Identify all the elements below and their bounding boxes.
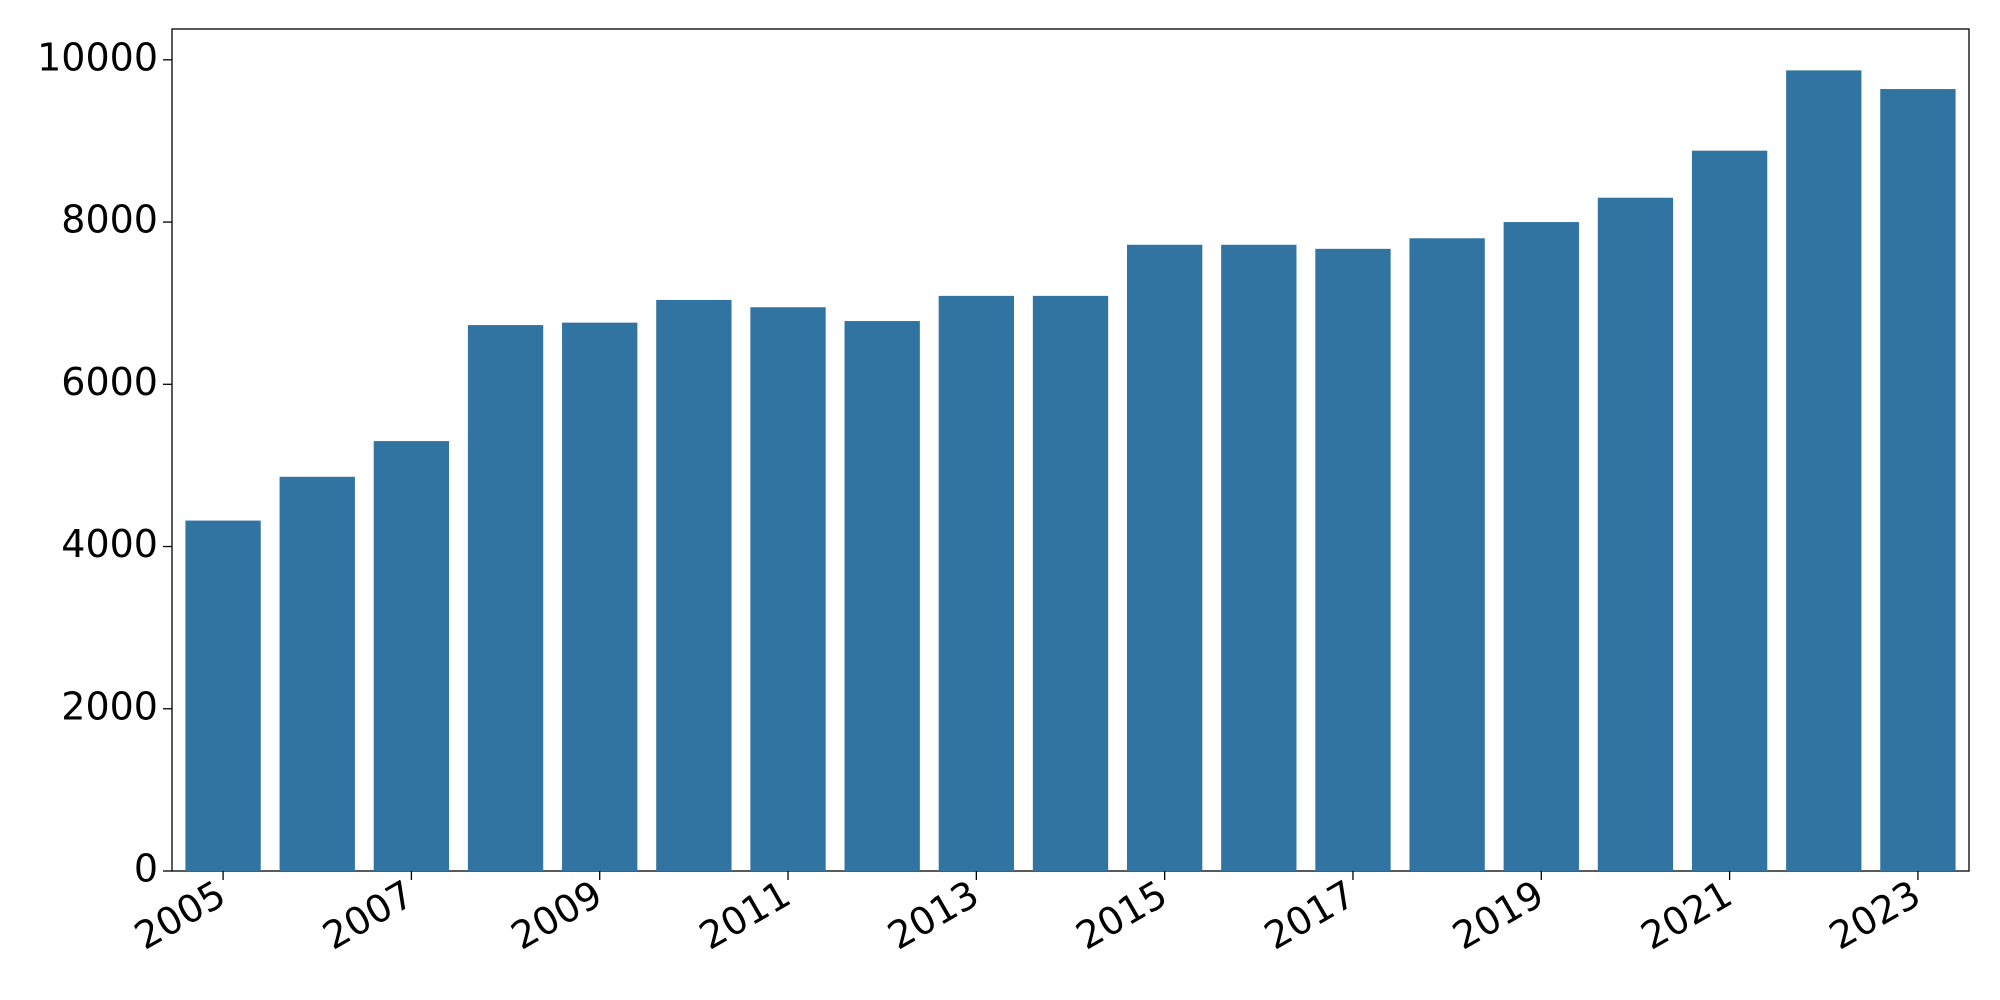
bar	[1691, 150, 1768, 872]
bar	[938, 295, 1015, 871]
bar	[1597, 197, 1674, 871]
bar	[1503, 222, 1579, 872]
bar	[185, 520, 261, 871]
x-tick-label: 2007	[315, 872, 421, 958]
x-tick-label: 2013	[880, 872, 986, 958]
bar	[1786, 70, 1862, 872]
x-tick-label: 2009	[504, 872, 610, 958]
bar	[844, 321, 920, 871]
y-tick-label: 10000	[37, 35, 158, 79]
bar	[1032, 295, 1109, 871]
bar	[1315, 248, 1391, 872]
bar	[1126, 244, 1203, 871]
bar	[1880, 89, 1956, 871]
y-tick-label: 6000	[61, 360, 158, 404]
y-tick-label: 2000	[61, 684, 158, 728]
bar	[656, 299, 732, 871]
x-tick-label: 2011	[692, 872, 798, 958]
y-tick-label: 8000	[61, 198, 158, 242]
x-tick-label: 2021	[1634, 872, 1740, 958]
x-tick-label: 2015	[1069, 872, 1175, 958]
bar	[562, 322, 638, 871]
x-tick-label: 2023	[1822, 872, 1928, 958]
y-tick-label: 0	[134, 847, 158, 891]
x-tick-label: 2019	[1445, 872, 1551, 958]
bar	[373, 441, 450, 871]
bar	[279, 476, 355, 871]
bar	[467, 325, 544, 872]
bar	[1221, 244, 1297, 871]
x-tick-label: 2017	[1257, 872, 1363, 958]
bar	[750, 307, 826, 871]
bar	[1409, 238, 1485, 872]
y-tick-label: 4000	[61, 522, 158, 566]
